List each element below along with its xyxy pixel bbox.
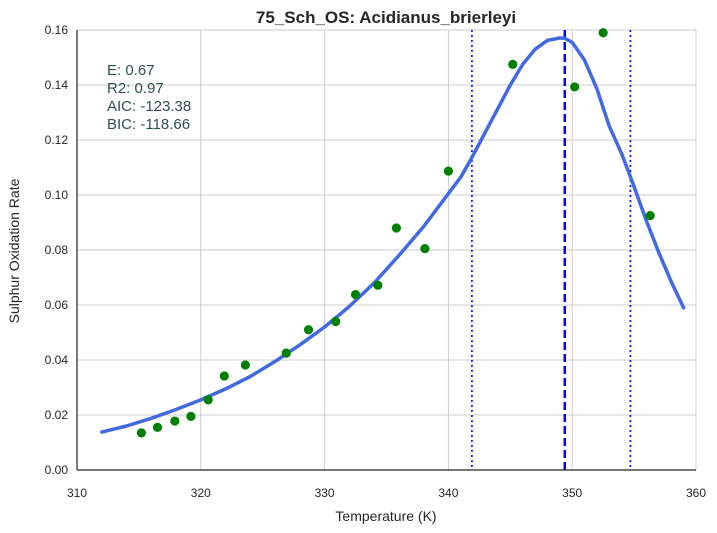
data-points (136, 28, 655, 438)
data-point (598, 28, 608, 38)
data-point (331, 316, 341, 327)
data-point (350, 289, 361, 300)
y-tick-label: 0.04 (45, 353, 69, 367)
chart-title: 75_Sch_OS: Acidianus_brierleyi (256, 8, 516, 27)
y-tick-label: 0.14 (45, 78, 69, 92)
data-point (373, 280, 383, 290)
data-point (420, 244, 430, 254)
y-tick-label: 0.16 (45, 23, 69, 37)
fit-curve (100, 36, 686, 434)
data-point (281, 348, 291, 358)
y-tick-label: 0.08 (45, 243, 69, 257)
data-point (152, 422, 163, 432)
y-tick-label: 0.10 (45, 188, 69, 202)
y-axis-label: Sulphur Oxidation Rate (6, 178, 22, 323)
stat-line: BIC: -118.66 (107, 116, 190, 133)
x-axis-label: Temperature (K) (335, 508, 436, 524)
data-point (391, 223, 402, 233)
data-point (240, 360, 250, 370)
fit-curve-layer (100, 36, 686, 434)
axes (76, 30, 696, 471)
data-point (186, 411, 196, 421)
x-tick-label: 310 (67, 486, 87, 500)
y-tick-label: 0.12 (45, 133, 69, 147)
y-tick-label: 0.02 (45, 408, 69, 422)
data-point (303, 325, 314, 335)
grid (77, 29, 697, 470)
x-tick-label: 330 (315, 486, 335, 500)
stat-line: E: 0.67 (107, 62, 155, 79)
stat-line: AIC: -123.38 (107, 98, 191, 115)
x-tick-label: 320 (191, 486, 211, 500)
data-point (443, 166, 453, 176)
stat-line: R2: 0.97 (107, 80, 164, 97)
data-point (136, 428, 146, 438)
x-tick-label: 340 (438, 486, 458, 500)
data-point (219, 371, 229, 381)
data-point (170, 416, 180, 426)
y-tick-label: 0.00 (45, 463, 69, 477)
data-point (570, 82, 580, 92)
reference-lines (471, 30, 632, 470)
data-point (203, 395, 213, 405)
y-tick-label: 0.06 (45, 298, 69, 312)
tick-labels: 310 320 330 340 350 360 0.00 0.02 0.04 0.06 0.08 0.… (45, 23, 707, 500)
x-tick-label: 350 (562, 486, 582, 500)
data-point (645, 211, 655, 221)
data-point (508, 59, 518, 69)
x-tick-label: 360 (686, 486, 706, 500)
